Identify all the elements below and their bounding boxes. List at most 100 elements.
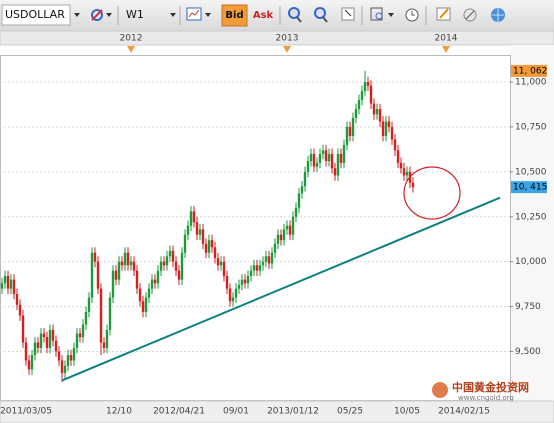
dropdown-arrow[interactable]: [388, 13, 394, 17]
dropdown-arrow[interactable]: [205, 13, 211, 17]
candle-body: [270, 252, 274, 264]
candle-body: [75, 333, 79, 348]
candle-body: [93, 252, 97, 262]
y-tick-label: 11,000: [515, 78, 547, 88]
year-label: 2012: [120, 34, 143, 44]
candle-body: [171, 250, 175, 262]
candle-body: [288, 225, 292, 235]
x-tick-label: 2013/01/12: [267, 407, 319, 417]
price-label-box: [511, 181, 547, 194]
zoom-out-icon[interactable]: [314, 7, 328, 23]
candle-body: [330, 153, 334, 169]
candle-body: [39, 333, 43, 348]
year-label: 2014: [435, 34, 458, 44]
candle-body: [255, 265, 259, 271]
year-marker: [442, 46, 450, 53]
candle-body: [249, 270, 253, 277]
dropdown-arrow[interactable]: [106, 13, 112, 17]
candle-body: [186, 225, 190, 235]
candle-body: [327, 153, 331, 162]
crosshair-icon[interactable]: [91, 9, 103, 21]
candle-body: [69, 355, 73, 361]
candle-body: [243, 279, 247, 284]
candle-body: [405, 171, 409, 176]
ask-label[interactable]: Ask: [253, 10, 274, 21]
candle-body: [225, 276, 229, 289]
candle-body: [18, 304, 22, 316]
candle-body: [285, 225, 289, 230]
candle-body: [357, 100, 361, 109]
candle-body: [201, 229, 205, 244]
candle-body: [411, 182, 415, 188]
candle-body: [147, 288, 151, 298]
candle-body: [282, 229, 286, 241]
candle-body: [36, 342, 40, 348]
candle-body: [141, 301, 145, 312]
candle-body: [393, 139, 397, 151]
draw-icon[interactable]: [436, 7, 451, 21]
indicator-icon[interactable]: [370, 7, 383, 21]
candle-body: [264, 256, 268, 262]
candle-body: [309, 153, 313, 162]
price-label: 11, 062: [513, 66, 547, 76]
y-tick-label: 10,250: [515, 212, 547, 222]
chart-type-icon[interactable]: [186, 7, 202, 21]
dropdown-arrow[interactable]: [74, 13, 80, 17]
candle-body: [183, 234, 187, 253]
candle-body: [138, 288, 142, 302]
candle-body: [111, 270, 115, 298]
y-tick-label: 10,750: [515, 122, 547, 132]
candle-body: [150, 279, 154, 289]
candle-body: [132, 261, 136, 271]
candle-body: [279, 234, 283, 241]
zoom-in-icon[interactable]: [288, 7, 302, 23]
candle-body: [360, 91, 364, 101]
candle-body: [276, 234, 280, 244]
candle-body: [174, 261, 178, 271]
candle-body: [336, 153, 340, 176]
candle-body: [342, 144, 346, 163]
candle-body: [252, 265, 256, 271]
watermark-logo: [432, 382, 448, 398]
bid-button[interactable]: [221, 4, 248, 27]
candle-body: [273, 243, 277, 253]
cursor-icon[interactable]: [341, 7, 355, 21]
candle-body: [231, 297, 235, 302]
candle-body: [351, 117, 355, 136]
candle-body: [297, 193, 301, 208]
candle-body: [261, 261, 265, 266]
candle-body: [372, 103, 376, 115]
candle-body: [129, 261, 133, 266]
candle-body: [381, 121, 385, 136]
timeframe[interactable]: W1: [126, 8, 144, 21]
candle-body: [213, 247, 217, 259]
candle-body: [168, 250, 172, 257]
candle-body: [66, 355, 70, 366]
globe-icon[interactable]: [491, 8, 505, 22]
candle-body: [72, 347, 76, 361]
candle-body: [312, 153, 316, 167]
candle-body: [24, 342, 28, 361]
grid: 9,500 9,750 10,000 10,250 10,500 10,750 11,000…: [0, 34, 547, 417]
objects-icon[interactable]: [463, 8, 477, 22]
candle-body: [156, 270, 160, 284]
candle-body: [402, 168, 406, 176]
candle-body: [159, 261, 163, 271]
candle-body: [369, 85, 373, 104]
candle-body: [15, 294, 19, 305]
symbol-select[interactable]: [1, 4, 71, 26]
candle-body: [363, 82, 367, 92]
candle-body: [108, 297, 112, 330]
candle-body: [27, 360, 31, 370]
candle-body: [237, 285, 241, 289]
clock-icon[interactable]: [405, 8, 419, 22]
year-marker: [283, 46, 291, 53]
candle-body: [45, 337, 49, 348]
candle-body: [90, 252, 94, 298]
candle-body: [87, 297, 91, 312]
dropdown-arrow[interactable]: [170, 13, 176, 17]
year-label: 2013: [276, 34, 299, 44]
candle-body: [222, 261, 226, 277]
price-label: 10, 415: [513, 183, 547, 193]
